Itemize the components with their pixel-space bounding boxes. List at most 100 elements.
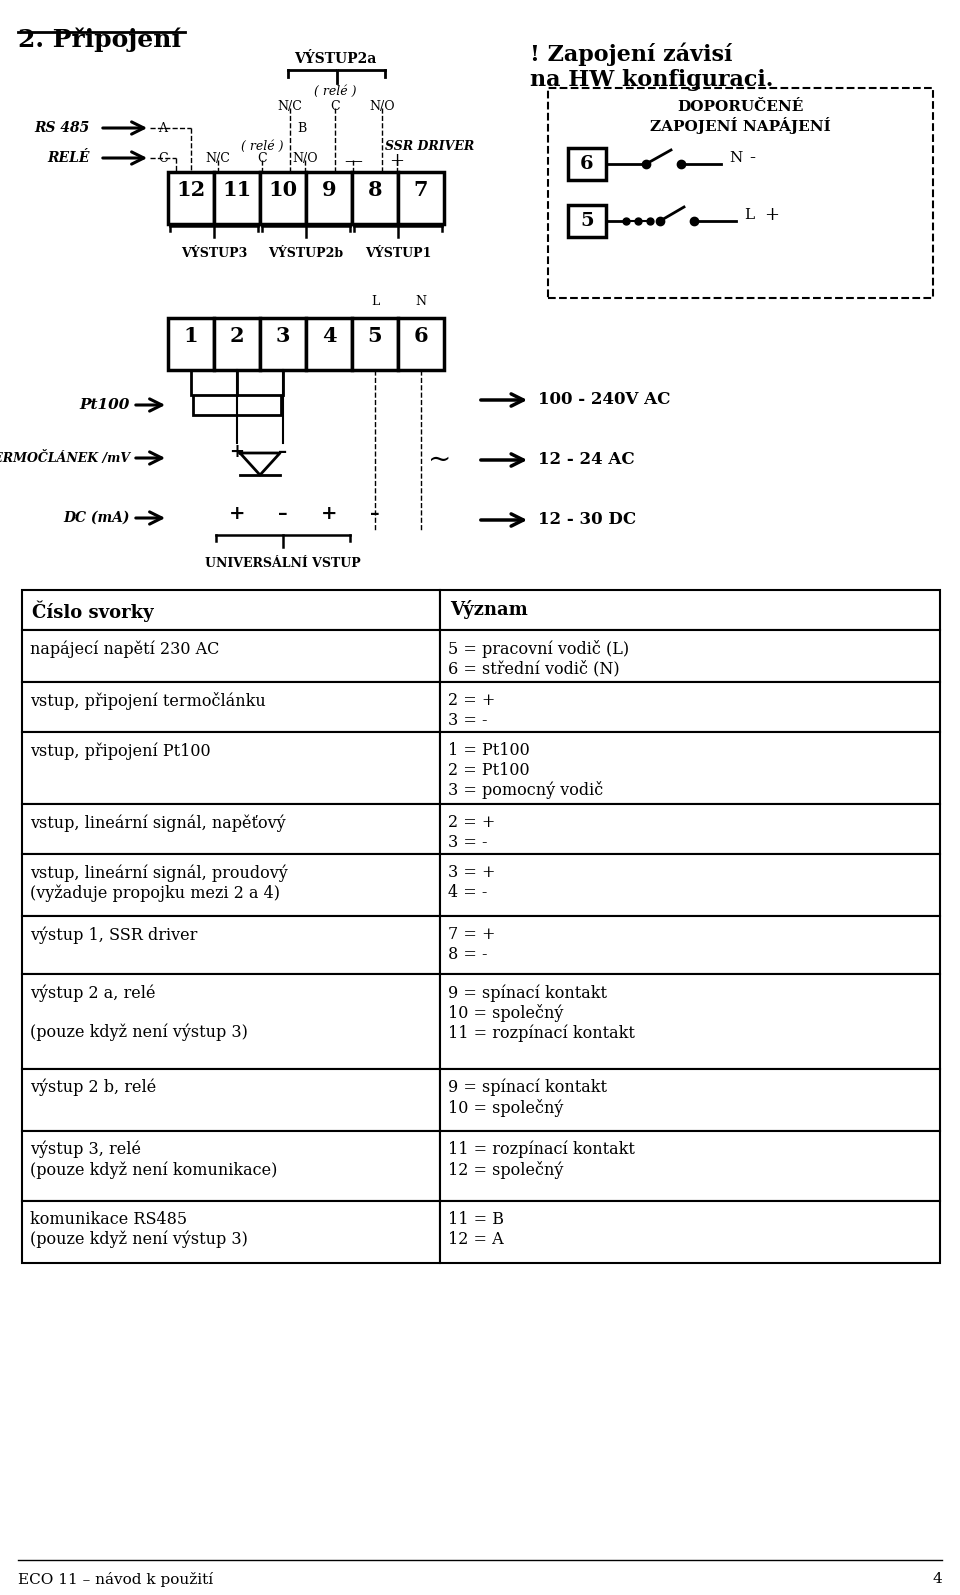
Bar [306,317,352,370]
Text: 9: 9 [322,180,336,199]
Text: 5: 5 [368,325,382,346]
Text: B: B [298,121,306,136]
Bar [548,88,933,298]
Bar [398,317,444,370]
Bar [440,683,940,732]
Bar [22,804,440,853]
Text: 4: 4 [932,1573,942,1585]
Bar [568,206,606,238]
Text: RELÉ: RELÉ [47,152,90,164]
Text: SSR DRIVER: SSR DRIVER [385,140,474,153]
Text: N/O: N/O [370,100,395,113]
Text: 10: 10 [269,180,298,199]
Bar [440,630,940,683]
Text: Číslo svorky: Číslo svorky [32,600,154,622]
Text: N/O: N/O [292,152,318,164]
Text: ! Zapojení závisí
na HW konfiguraci.: ! Zapojení závisí na HW konfiguraci. [530,41,774,91]
Text: +: + [228,506,245,523]
Text: N: N [416,295,426,308]
Bar [22,975,440,1069]
Bar [306,172,352,223]
Text: 11 = rozpínací kontakt
12 = společný: 11 = rozpínací kontakt 12 = společný [448,1140,635,1179]
Text: 12 - 30 DC: 12 - 30 DC [538,512,636,528]
Text: 7: 7 [414,180,428,199]
Bar [22,732,440,804]
Bar [22,630,440,683]
Text: DC (mA): DC (mA) [63,510,130,525]
Text: VÝSTUP3: VÝSTUP3 [180,247,247,260]
Text: A: A [158,121,167,136]
Text: UNIVERSÁLNÍ VSTUP: UNIVERSÁLNÍ VSTUP [205,557,361,569]
Text: napájecí napětí 230 AC: napájecí napětí 230 AC [30,640,220,657]
Text: komunikace RS485
(pouze když není výstup 3): komunikace RS485 (pouze když není výstup… [30,1211,248,1249]
Text: 3 = +
4 = -: 3 = + 4 = - [448,864,495,901]
Text: +: + [229,443,245,461]
Text: VÝSTUP2b: VÝSTUP2b [269,247,344,260]
Bar [22,1069,440,1131]
Bar [440,853,940,916]
Text: ( relé ): ( relé ) [314,85,356,97]
Bar [440,1201,940,1263]
Bar [260,172,306,223]
Bar [214,317,260,370]
Text: C: C [330,100,340,113]
Text: 7 = +
8 = -: 7 = + 8 = - [448,927,495,963]
Text: 2 = +
3 = -: 2 = + 3 = - [448,813,495,850]
Bar [22,1131,440,1201]
Text: 8: 8 [368,180,382,199]
Text: C: C [158,152,168,164]
Text: 2: 2 [229,325,244,346]
Bar [440,1131,940,1201]
Text: –: – [371,506,380,523]
Bar [22,590,440,630]
Text: L: L [371,295,379,308]
Text: 5 = pracovní vodič (L)
6 = střední vodič (N): 5 = pracovní vodič (L) 6 = střední vodič… [448,640,629,678]
Bar [260,317,306,370]
Text: +: + [764,206,779,223]
Text: 100 - 240V AC: 100 - 240V AC [538,391,670,408]
Text: 9 = spínací kontakt
10 = společný: 9 = spínací kontakt 10 = společný [448,1078,607,1118]
Bar [168,172,214,223]
Text: VÝSTUP1: VÝSTUP1 [365,247,431,260]
Text: —: — [344,152,362,171]
Text: VÝSTUP2a: VÝSTUP2a [294,53,376,65]
Text: výstup 1, SSR driver: výstup 1, SSR driver [30,927,198,944]
Text: výstup 2 a, relé

(pouze když není výstup 3): výstup 2 a, relé (pouze když není výstup… [30,984,248,1042]
Text: vstup, připojení termočlánku: vstup, připojení termočlánku [30,692,266,710]
Text: vstup, připojení Pt100: vstup, připojení Pt100 [30,742,210,759]
Bar [440,590,940,630]
Bar [352,172,398,223]
Bar [214,172,260,223]
Text: TERMOČLÁNEK /mV: TERMOČLÁNEK /mV [0,451,130,466]
Text: N: N [729,152,742,164]
Text: 5: 5 [580,212,594,230]
Text: 6: 6 [414,325,428,346]
Text: 6: 6 [580,155,594,172]
Text: 11: 11 [223,180,252,199]
Text: ( relé ): ( relé ) [241,140,283,153]
Bar [22,683,440,732]
Text: +: + [321,506,337,523]
Bar [398,172,444,223]
Bar [193,396,281,415]
Bar [440,1069,940,1131]
Text: 12 - 24 AC: 12 - 24 AC [538,451,635,469]
Text: 9 = spínací kontakt
10 = společný
11 = rozpínací kontakt: 9 = spínací kontakt 10 = společný 11 = r… [448,984,635,1043]
Text: 4: 4 [322,325,336,346]
Text: Pt100: Pt100 [80,399,130,412]
Text: ~: ~ [428,447,452,474]
Bar [22,916,440,975]
Text: N/C: N/C [277,100,302,113]
Text: +: + [390,152,404,171]
Bar [568,148,606,180]
Text: Význam: Význam [450,600,528,619]
Bar [440,804,940,853]
Bar [440,975,940,1069]
Bar [352,317,398,370]
Text: ECO 11 – návod k použití: ECO 11 – návod k použití [18,1573,213,1587]
Text: 2. Připojení: 2. Připojení [18,29,181,53]
Text: vstup, lineární signál, proudový
(vyžaduje propojku mezi 2 a 4): vstup, lineární signál, proudový (vyžadu… [30,864,288,901]
Text: L: L [744,207,755,222]
Text: výstup 3, relé
(pouze když není komunikace): výstup 3, relé (pouze když není komunika… [30,1140,277,1179]
Text: 1: 1 [183,325,199,346]
